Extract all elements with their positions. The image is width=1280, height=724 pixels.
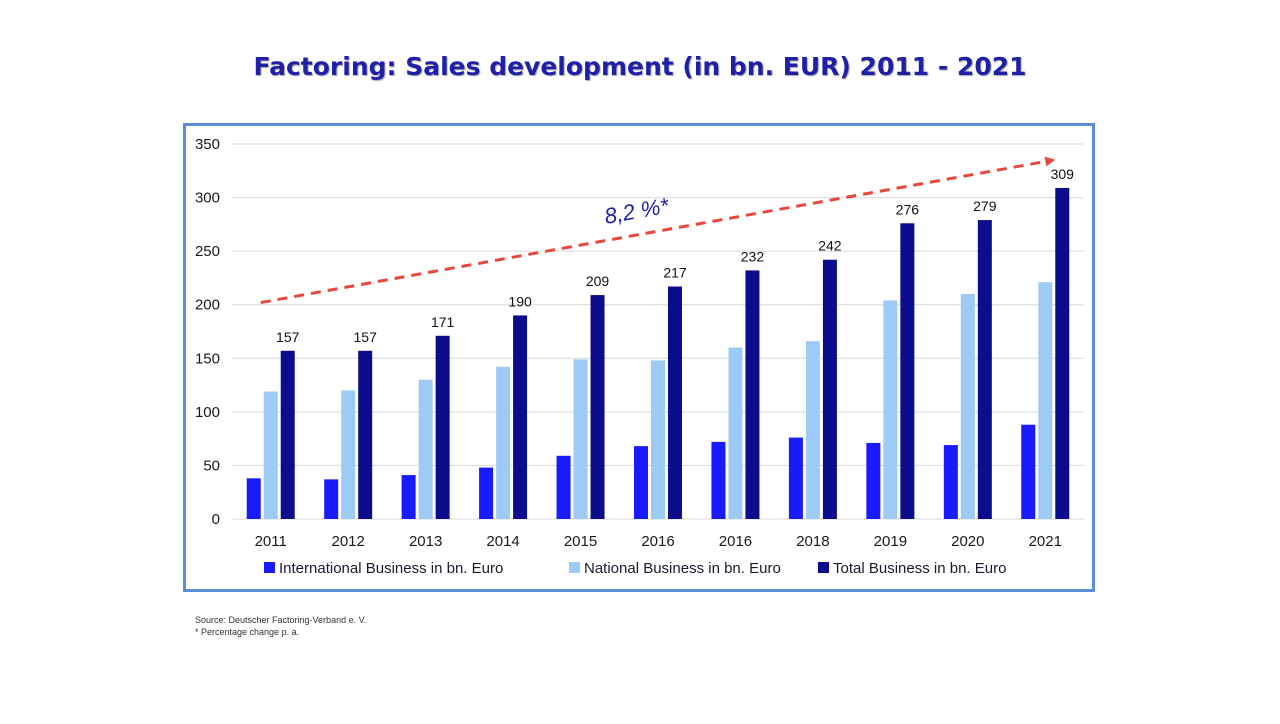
data-label: 190 (508, 293, 532, 309)
legend-label: International Business in bn. Euro (279, 560, 503, 577)
x-tick-label: 2016 (641, 533, 674, 550)
bar (711, 441, 726, 519)
legend-swatch (818, 562, 829, 573)
x-tick-label: 2013 (409, 533, 442, 550)
bar (590, 295, 605, 519)
bar (866, 442, 881, 519)
data-label: 309 (1051, 166, 1075, 182)
labels-layer: 0 50 100 150 200 250 300 350 157 2011 157 2012 171 20… (195, 136, 1074, 550)
bar (1055, 187, 1070, 519)
bar (977, 220, 992, 520)
bar (960, 294, 975, 519)
bar (822, 259, 837, 519)
x-tick-label: 2018 (796, 533, 829, 550)
x-tick-label: 2015 (564, 533, 597, 550)
bar (418, 379, 433, 519)
bar (401, 475, 416, 519)
factoring-bar-chart: 0 50 100 150 200 250 300 350 157 2011 157 2012 171 20… (195, 136, 1084, 577)
legend: International Business in bn. Euro Nation… (264, 560, 1006, 577)
data-label: 217 (663, 265, 687, 281)
x-tick-label: 2014 (486, 533, 519, 550)
bar (805, 341, 820, 519)
bar (900, 223, 915, 519)
bar (573, 359, 588, 519)
data-label: 279 (973, 198, 997, 214)
bar (358, 350, 373, 519)
bar (556, 455, 571, 519)
chart-frame: 0 50 100 150 200 250 300 350 157 2011 157 2012 171 20… (183, 123, 1095, 592)
x-tick-label: 2021 (1029, 533, 1062, 550)
x-tick-label: 2011 (255, 533, 287, 550)
footnotes: Source: Deutscher Factoring-Verband e. V… (195, 614, 366, 638)
bar (634, 446, 648, 519)
bar (263, 391, 278, 519)
bar (479, 467, 494, 519)
x-tick-label: 2019 (874, 533, 907, 550)
bar (745, 270, 760, 519)
bar (280, 350, 295, 519)
y-tick-label: 350 (195, 136, 220, 153)
data-label: 157 (276, 329, 300, 345)
bar (496, 366, 511, 519)
bar (513, 315, 528, 519)
bar (435, 335, 450, 519)
data-label: 209 (586, 273, 610, 289)
bar (883, 300, 898, 519)
y-tick-label: 250 (195, 243, 220, 260)
bars-layer (246, 187, 1070, 520)
bar (788, 437, 803, 519)
data-label: 242 (818, 238, 842, 254)
data-label: 232 (741, 248, 765, 264)
bar (668, 286, 682, 519)
y-tick-label: 50 (203, 457, 220, 474)
chart-title: Factoring: Sales development (in bn. EUR… (253, 52, 1027, 81)
legend-swatch (569, 562, 580, 573)
bar (246, 478, 261, 519)
y-tick-label: 100 (195, 404, 220, 421)
trend-arrow (260, 156, 1056, 305)
y-tick-label: 0 (212, 511, 220, 528)
y-tick-label: 200 (195, 297, 220, 314)
data-label: 276 (896, 201, 920, 217)
trend-layer: 8,2 %* (260, 156, 1056, 305)
data-label: 157 (354, 329, 378, 345)
bar (341, 390, 356, 519)
source-note: Source: Deutscher Factoring-Verband e. V… (195, 615, 367, 625)
bar (651, 360, 665, 519)
legend-swatch (264, 562, 275, 573)
x-tick-label: 2020 (951, 533, 984, 550)
x-tick-label: 2012 (331, 533, 364, 550)
y-tick-label: 150 (195, 350, 220, 367)
bar (728, 347, 743, 519)
y-tick-label: 300 (195, 190, 220, 207)
x-tick-label: 2016 (719, 533, 752, 550)
legend-label: National Business in bn. Euro (584, 560, 781, 577)
legend-label: Total Business in bn. Euro (833, 560, 1006, 577)
bar (1021, 424, 1036, 519)
bar (943, 445, 958, 519)
bar (1038, 282, 1053, 519)
bar (324, 479, 339, 519)
percentage-note: * Percentage change p. a. (195, 627, 300, 637)
data-label: 171 (431, 314, 455, 330)
